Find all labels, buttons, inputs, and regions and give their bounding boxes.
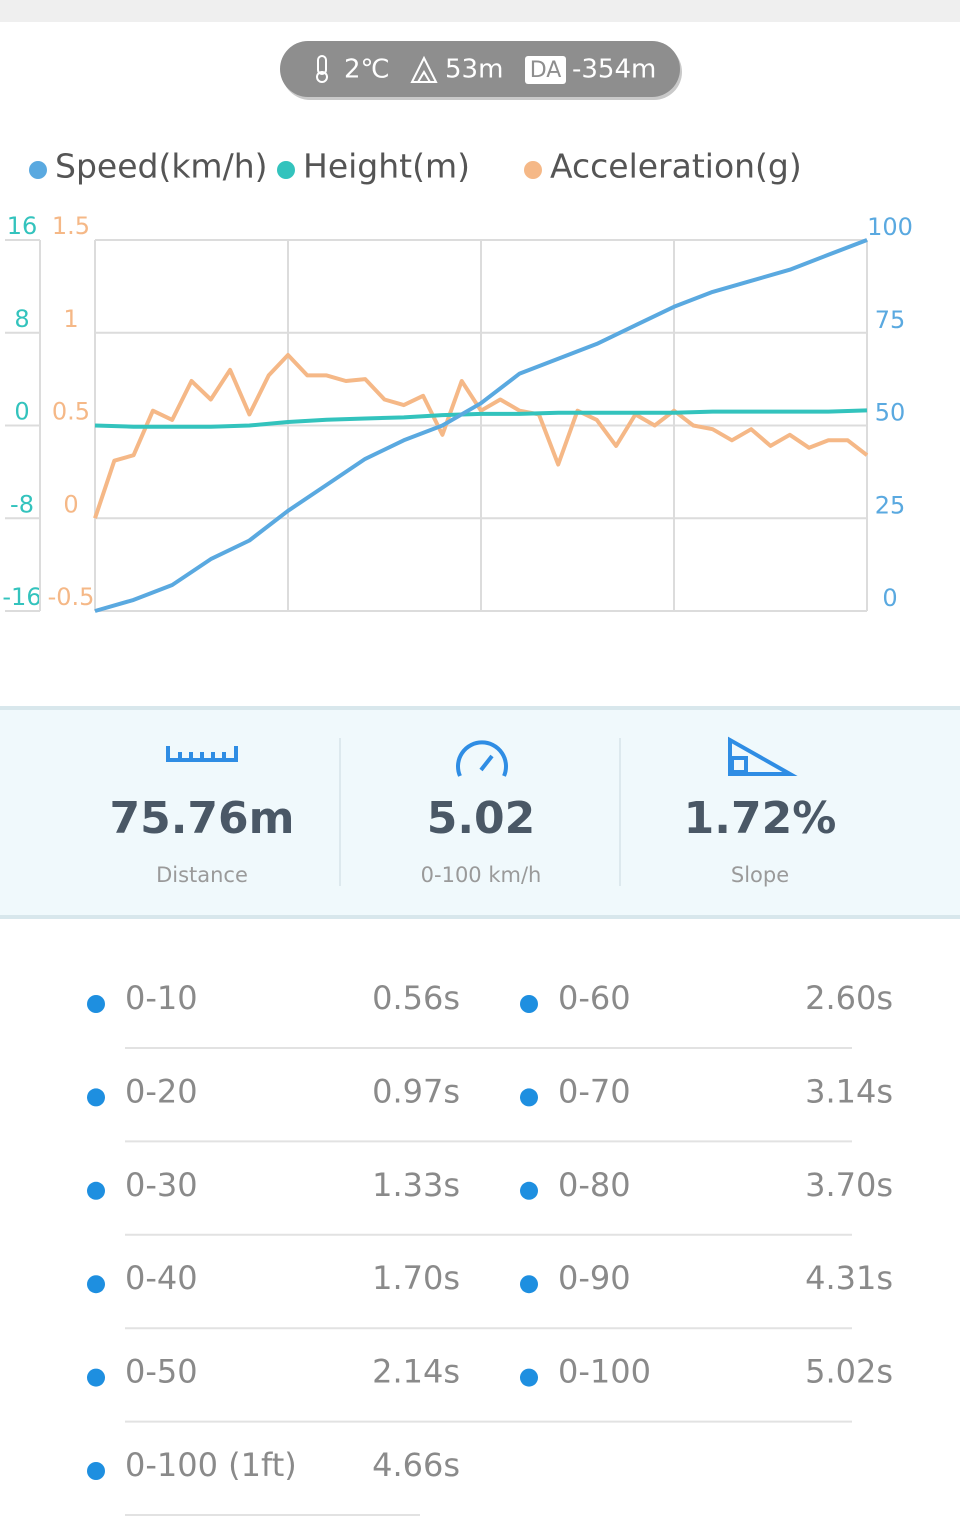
split-range: 0-60 xyxy=(558,979,631,1017)
da-badge xyxy=(525,56,566,84)
status-strip xyxy=(0,0,960,22)
split-time: 1.33s xyxy=(372,1166,460,1204)
split-dot xyxy=(520,1368,538,1387)
acceleration-tick-label: 1 xyxy=(63,305,78,333)
split-time: 4.66s xyxy=(372,1446,460,1484)
split-range: 0-30 xyxy=(125,1166,198,1204)
altitude-icon xyxy=(410,55,438,83)
stat-value: 1.72% xyxy=(684,793,837,844)
split-dot xyxy=(520,1181,538,1200)
height-tick-label: 8 xyxy=(14,305,29,333)
acceleration-tick-label: -0.5 xyxy=(48,583,95,611)
split-range: 0-10 xyxy=(125,979,198,1017)
split-dot xyxy=(520,1088,538,1107)
split-range: 0-20 xyxy=(125,1072,198,1110)
split-dot xyxy=(87,1368,105,1387)
split-time: 0.56s xyxy=(372,979,460,1017)
speed-tick-label: 100 xyxy=(867,213,913,241)
stat-label: 0-100 km/h xyxy=(421,863,542,887)
height-tick-label: 0 xyxy=(14,398,29,426)
legend-marker xyxy=(277,161,295,179)
split-range: 0-70 xyxy=(558,1072,631,1110)
split-dot xyxy=(87,1181,105,1200)
speed-tick-label: 75 xyxy=(875,306,906,334)
conditions-pill xyxy=(280,41,680,97)
split-range: 0-90 xyxy=(558,1259,631,1297)
altitude: 53m xyxy=(445,55,503,85)
split-time: 3.14s xyxy=(805,1072,893,1110)
acceleration-tick-label: 1.5 xyxy=(52,212,90,240)
split-dot xyxy=(87,1462,105,1480)
series-line xyxy=(93,353,869,519)
ruler-icon xyxy=(166,746,238,762)
density-altitude: -354m xyxy=(572,55,656,85)
da-label: DA xyxy=(530,58,562,83)
stat-value: 75.76m xyxy=(109,793,294,844)
thermometer-icon xyxy=(316,55,328,83)
height-tick-label: 16 xyxy=(7,212,38,240)
split-range: 0-100 (1ft) xyxy=(125,1446,297,1484)
speed-tick-label: 50 xyxy=(875,399,906,427)
split-range: 0-40 xyxy=(125,1259,198,1297)
split-time: 5.02s xyxy=(805,1353,893,1391)
panel-border xyxy=(0,915,960,919)
height-tick-label: -8 xyxy=(10,490,34,518)
split-dot xyxy=(87,1275,105,1294)
split-time: 2.60s xyxy=(805,979,893,1017)
legend-label: Height(m) xyxy=(303,147,470,186)
split-range: 0-100 xyxy=(558,1353,651,1391)
split-dot xyxy=(87,1088,105,1107)
height-tick-label: -16 xyxy=(2,583,41,611)
split-time: 3.70s xyxy=(805,1166,893,1204)
acceleration-tick-label: 0.5 xyxy=(52,398,90,426)
split-range: 0-50 xyxy=(125,1353,198,1391)
series-line xyxy=(94,408,868,429)
speed-tick-label: 0 xyxy=(882,584,897,612)
split-time: 4.31s xyxy=(805,1259,893,1297)
stat-value: 5.02 xyxy=(427,793,536,844)
speed-tick-label: 25 xyxy=(875,491,906,519)
split-dot xyxy=(520,1275,538,1294)
stat-label: Distance xyxy=(156,863,248,887)
temperature: 2℃ xyxy=(344,55,390,85)
gauge-icon xyxy=(456,740,508,777)
stat-label: Slope xyxy=(731,863,789,887)
panel-border xyxy=(0,706,960,710)
series-line xyxy=(94,238,868,613)
acceleration-tick-label: 0 xyxy=(63,490,78,518)
legend-label: Speed(km/h) xyxy=(55,147,268,186)
legend-marker xyxy=(524,161,542,179)
split-time: 2.14s xyxy=(372,1353,460,1391)
split-time: 1.70s xyxy=(372,1259,460,1297)
split-time: 0.97s xyxy=(372,1072,460,1110)
slope-icon xyxy=(728,736,798,776)
split-dot xyxy=(520,995,538,1013)
legend-marker xyxy=(29,161,47,179)
legend-label: Acceleration(g) xyxy=(550,147,802,186)
split-range: 0-80 xyxy=(558,1166,631,1204)
split-dot xyxy=(87,995,105,1013)
